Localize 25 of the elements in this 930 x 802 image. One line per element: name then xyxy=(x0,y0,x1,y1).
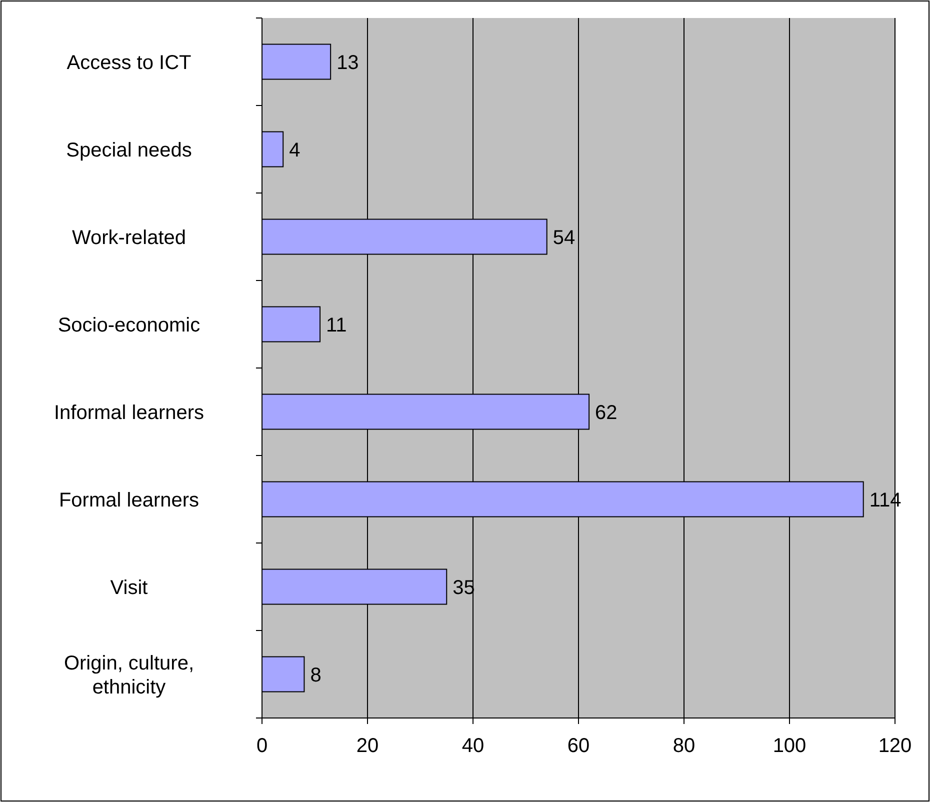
data-label: 4 xyxy=(289,139,300,162)
x-tick-label: 100 xyxy=(772,735,806,757)
x-tick-label: 0 xyxy=(256,735,268,757)
bar xyxy=(262,131,284,168)
x-tick-label: 40 xyxy=(462,735,484,757)
y-tick-label: Informal learners xyxy=(54,402,204,424)
bar xyxy=(262,306,321,342)
x-tick-label: 80 xyxy=(672,735,696,757)
y-tick-label: Socio-economic xyxy=(58,314,200,336)
y-tick-label: Origin, culture, ethnicity xyxy=(64,652,194,698)
y-tick-label: Formal learners xyxy=(58,489,200,512)
bar xyxy=(262,44,332,80)
data-label: 62 xyxy=(595,402,618,424)
y-tick-label: Work-related xyxy=(72,226,186,249)
x-tick-label: 60 xyxy=(567,735,590,757)
data-label: 11 xyxy=(326,314,347,336)
y-tick-label: Visit xyxy=(110,576,148,599)
x-tick-label: 20 xyxy=(356,735,379,757)
y-tick-label: Special needs xyxy=(66,139,192,162)
data-label: 8 xyxy=(310,664,322,686)
data-label: 13 xyxy=(336,52,359,74)
bar xyxy=(262,656,305,692)
x-tick-label: 120 xyxy=(878,735,912,757)
data-label: 54 xyxy=(552,226,576,249)
y-tick-label: Access to ICT xyxy=(66,52,192,74)
